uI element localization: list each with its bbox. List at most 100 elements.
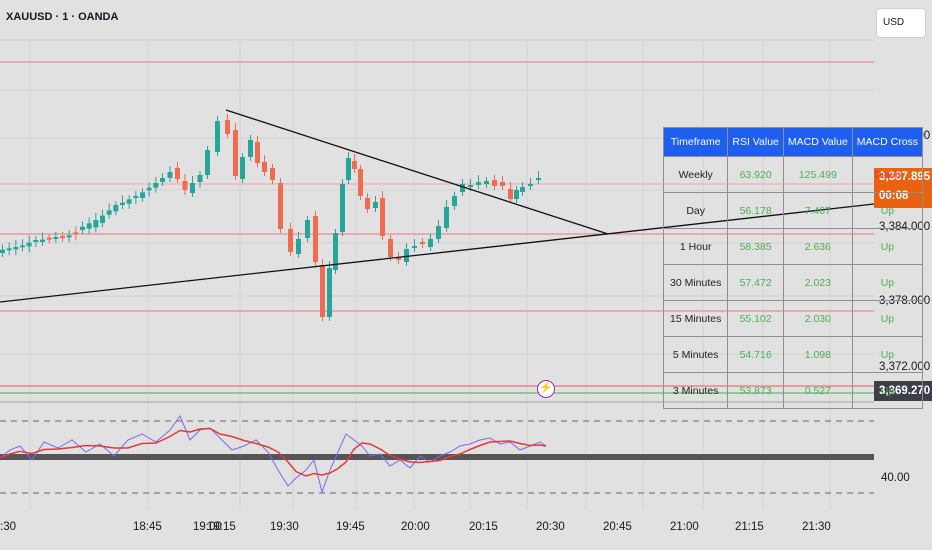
candle-body (346, 158, 351, 180)
candle-body (420, 242, 425, 244)
oscillator-axis-label: 40.00 (881, 472, 910, 484)
lightning-bolt-icon[interactable]: ⚡ (537, 380, 555, 398)
timeframe-cell: 5 Minutes (662, 336, 729, 373)
candle-body (26, 242, 32, 247)
header-rsi: RSI Value (727, 127, 784, 157)
table-row: Day 56.178 7.407 Up (662, 192, 924, 229)
candle-body (66, 235, 72, 238)
candle-body (296, 239, 301, 254)
oscillator-midline (0, 454, 874, 460)
time-axis-label: 18:45 (133, 521, 162, 533)
candle-body (340, 184, 345, 232)
rsi-cell: 58.385 (727, 228, 784, 265)
candle-body (40, 239, 45, 242)
candle-body (106, 210, 112, 215)
time-axis-label: 20:15 (469, 521, 498, 533)
candle-body (0, 249, 5, 253)
candle-body (225, 120, 230, 134)
candle-body (460, 184, 465, 192)
candle-body (352, 161, 357, 169)
table-row: 3 Minutes 53.873 0.527 Up (662, 372, 924, 409)
time-axis-label: 20:30 (536, 521, 565, 533)
table-row: Weekly 63.920 125.499 Down (662, 156, 924, 193)
candle-body (6, 248, 12, 251)
candle-body (205, 150, 210, 175)
cross-cell: Up (851, 300, 924, 337)
time-axis-label: :30 (0, 521, 16, 533)
candle-body (412, 246, 417, 248)
candle-body (160, 178, 165, 182)
timeframe-cell: Weekly (662, 156, 729, 193)
candle-body (358, 169, 363, 196)
candle-body (120, 202, 125, 205)
time-axis-label: 19:30 (270, 521, 299, 533)
candle-body (476, 182, 481, 185)
candle-body (126, 199, 132, 204)
candle-body (153, 183, 159, 188)
candle-body (313, 216, 318, 262)
candle-body (404, 249, 409, 262)
cross-cell: Down (851, 156, 924, 193)
header-timeframe: Timeframe (662, 127, 729, 157)
candle-body (484, 181, 489, 184)
candle-body (262, 162, 267, 172)
candle-body (46, 237, 52, 240)
macd-cell: 7.407 (782, 192, 853, 229)
rsi-cell: 54.716 (727, 336, 784, 373)
table-header-row: Timeframe RSI Value MACD Value MACD Cros… (662, 127, 924, 157)
candle-body (255, 142, 260, 163)
candle-body (53, 237, 59, 239)
candle-body (233, 130, 238, 176)
macd-cell: 2.636 (782, 228, 853, 265)
candle-body (305, 220, 310, 238)
time-axis-label: 19:00 (193, 521, 222, 533)
candle-body (333, 233, 338, 270)
table-row: 30 Minutes 57.472 2.023 Up (662, 264, 924, 301)
candle-body (13, 247, 19, 250)
candle-body (288, 229, 293, 252)
candle-body (428, 239, 433, 247)
time-axis-label: 19:45 (336, 521, 365, 533)
candle-body (520, 187, 525, 192)
candle-body (73, 232, 79, 235)
timeframe-cell: Day (662, 192, 729, 229)
macd-cell: 125.499 (782, 156, 853, 193)
candle-body (100, 215, 105, 223)
rsi-line (0, 414, 547, 494)
time-axis-label: 20:45 (603, 521, 632, 533)
candle-body (20, 245, 25, 248)
cross-cell: Up (851, 192, 924, 229)
candle-body (175, 168, 180, 179)
timeframe-cell: 15 Minutes (662, 300, 729, 337)
time-axis-label: 21:15 (735, 521, 764, 533)
candle-body (452, 196, 457, 206)
rsi-cell: 56.178 (727, 192, 784, 229)
table-row: 1 Hour 58.385 2.636 Up (662, 228, 924, 265)
candle-body (365, 198, 370, 209)
candle-body (380, 198, 385, 236)
cross-cell: Up (851, 228, 924, 265)
macd-cell: 1.098 (782, 336, 853, 373)
rsi-cell: 55.102 (727, 300, 784, 337)
rsi-cell: 63.920 (727, 156, 784, 193)
rsi-cell: 57.472 (727, 264, 784, 301)
time-axis-label: 20:00 (401, 521, 430, 533)
candle-body (270, 168, 275, 180)
signal-line (0, 427, 547, 477)
candle-body (508, 189, 513, 199)
macd-cell: 0.527 (782, 372, 853, 409)
candle-body (468, 185, 473, 187)
symbol-title: XAUUSD · 1 · OANDA (6, 11, 119, 23)
candle-body (492, 180, 497, 186)
candle-body (33, 240, 39, 242)
table-row: 15 Minutes 55.102 2.030 Up (662, 300, 924, 337)
candle-body (60, 236, 65, 238)
candle-body (320, 265, 325, 317)
timeframe-cell: 1 Hour (662, 228, 729, 265)
candle-body (248, 140, 253, 157)
candle-body (86, 223, 92, 229)
currency-button[interactable]: USD (876, 8, 926, 38)
indicator-table: Timeframe RSI Value MACD Value MACD Cros… (662, 127, 924, 409)
time-axis-label: 21:30 (802, 521, 831, 533)
